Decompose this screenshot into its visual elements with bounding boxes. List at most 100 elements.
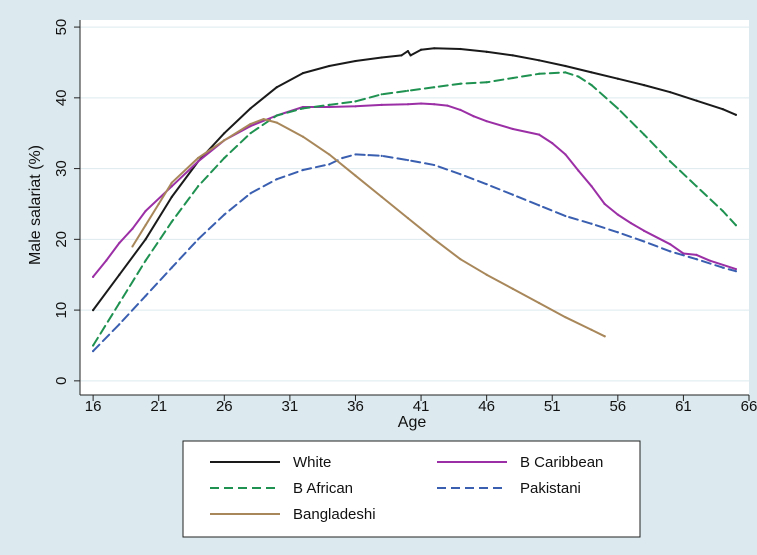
- data-point: [669, 91, 672, 94]
- data-point: [459, 258, 462, 261]
- data-point: [354, 100, 357, 103]
- series-b-african: [92, 71, 737, 347]
- data-point: [642, 240, 646, 243]
- data-point: [196, 238, 200, 241]
- data-point: [577, 75, 580, 78]
- data-point: [538, 204, 541, 207]
- data-point: [472, 115, 475, 118]
- series-pakistani: [92, 153, 737, 353]
- data-point: [144, 294, 147, 298]
- data-point: [695, 185, 698, 188]
- data-point: [459, 173, 462, 176]
- data-point: [249, 125, 252, 128]
- data-point: [695, 253, 698, 257]
- data-point: [669, 250, 672, 253]
- data-point: [380, 103, 383, 107]
- data-point: [419, 102, 423, 105]
- data-point: [721, 266, 724, 269]
- data-point: [328, 103, 331, 107]
- data-point: [118, 323, 121, 326]
- data-point: [485, 81, 488, 84]
- data-point: [144, 224, 147, 227]
- series-bangladeshi: [131, 117, 606, 338]
- data-point: [275, 121, 278, 124]
- data-point: [590, 222, 593, 225]
- legend-label: Pakistani: [520, 480, 581, 497]
- data-point: [118, 301, 121, 305]
- data-point: [603, 202, 606, 206]
- data-point: [511, 54, 514, 57]
- data-point: [367, 154, 370, 157]
- series-lines: [92, 47, 737, 353]
- data-point: [564, 71, 567, 74]
- y-tick-label: 50: [53, 19, 70, 36]
- y-tick-label: 20: [53, 231, 70, 248]
- data-point: [170, 220, 173, 223]
- data-point: [695, 258, 698, 261]
- data-point: [249, 132, 252, 135]
- data-point: [511, 127, 514, 131]
- x-tick-label: 51: [544, 398, 561, 415]
- data-point: [328, 64, 331, 68]
- series-line: [92, 102, 737, 278]
- data-point: [92, 308, 95, 312]
- data-point: [196, 156, 200, 160]
- data-point: [144, 259, 147, 262]
- data-point: [118, 241, 121, 244]
- data-point: [734, 113, 737, 116]
- data-point: [354, 59, 357, 63]
- data-point: [590, 328, 593, 332]
- data-point: [590, 83, 593, 87]
- plot-area: [80, 20, 749, 395]
- data-point: [459, 47, 462, 51]
- data-point: [170, 181, 173, 184]
- axes: 0 10 20 30 40 50 16 21 26 31 36 41 46 51 56 61 66: [53, 19, 757, 415]
- data-point: [433, 103, 436, 106]
- data-point: [380, 93, 383, 96]
- series-line: [131, 118, 606, 338]
- data-point: [433, 238, 436, 241]
- data-point: [354, 174, 357, 177]
- data-point: [328, 163, 331, 166]
- data-point: [275, 86, 278, 89]
- data-point: [695, 99, 698, 102]
- data-point: [433, 86, 436, 89]
- data-point: [708, 259, 711, 262]
- y-tick-label: 40: [53, 89, 70, 106]
- data-point: [262, 117, 265, 121]
- data-point: [406, 158, 410, 162]
- data-point: [538, 301, 541, 305]
- data-point: [511, 287, 514, 290]
- data-point: [223, 156, 226, 160]
- x-tick-label: 26: [216, 398, 233, 415]
- data-point: [409, 54, 412, 57]
- data-point: [538, 72, 541, 75]
- data-point: [459, 82, 462, 85]
- x-tick-label: 46: [478, 398, 495, 415]
- data-point: [341, 156, 344, 160]
- data-point: [564, 316, 567, 319]
- data-point: [249, 122, 252, 126]
- data-point: [223, 139, 226, 142]
- data-point: [105, 259, 108, 262]
- data-point: [642, 133, 646, 136]
- data-point: [118, 273, 121, 276]
- x-tick-label: 31: [282, 398, 299, 415]
- data-point: [170, 195, 173, 198]
- data-point: [131, 227, 134, 230]
- data-point: [275, 114, 278, 117]
- data-point: [92, 350, 95, 353]
- x-tick-label: 16: [85, 398, 102, 415]
- x-tick-label: 61: [675, 398, 692, 415]
- data-point: [249, 192, 252, 195]
- data-point: [275, 178, 278, 181]
- data-point: [328, 153, 331, 156]
- data-point: [144, 209, 147, 213]
- data-point: [564, 214, 567, 218]
- x-tick-label: 56: [609, 398, 626, 415]
- data-point: [249, 107, 252, 110]
- data-point: [196, 160, 200, 163]
- data-point: [170, 266, 173, 269]
- data-point: [400, 54, 403, 57]
